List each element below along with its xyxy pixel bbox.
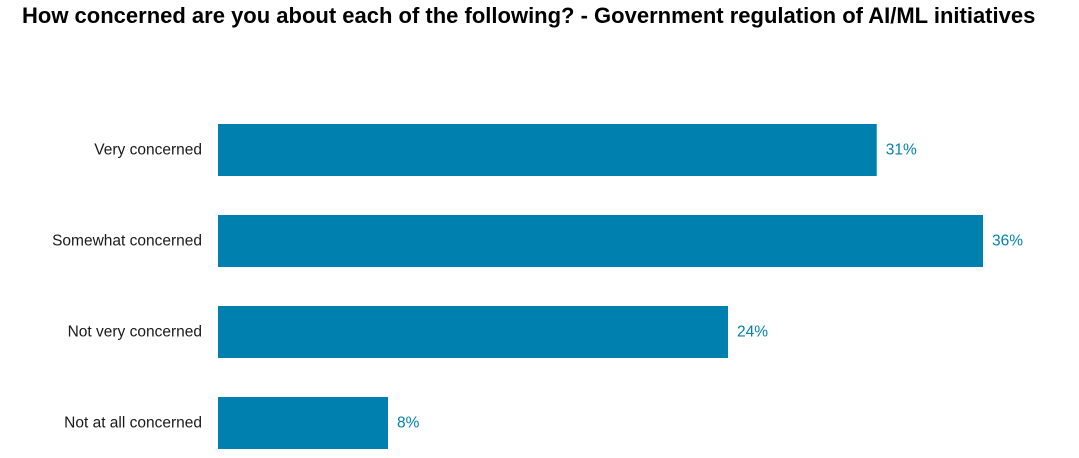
chart-title: How concerned are you about each of the … xyxy=(22,3,1036,28)
value-label-somewhat-concerned: 36% xyxy=(992,233,1023,250)
bar-somewhat-concerned xyxy=(218,215,983,267)
category-label-not-very-concerned: Not very concerned xyxy=(68,324,202,341)
bar-very-concerned xyxy=(218,124,877,176)
value-label-very-concerned: 31% xyxy=(886,142,917,159)
bar-not-very-concerned xyxy=(218,306,728,358)
value-label-not-at-all-concerned: 8% xyxy=(397,415,420,432)
category-label-very-concerned: Very concerned xyxy=(94,142,202,159)
bar-not-at-all-concerned xyxy=(218,397,388,449)
category-label-somewhat-concerned: Somewhat concerned xyxy=(52,233,202,250)
value-label-not-very-concerned: 24% xyxy=(737,324,768,341)
category-label-not-at-all-concerned: Not at all concerned xyxy=(64,415,202,432)
